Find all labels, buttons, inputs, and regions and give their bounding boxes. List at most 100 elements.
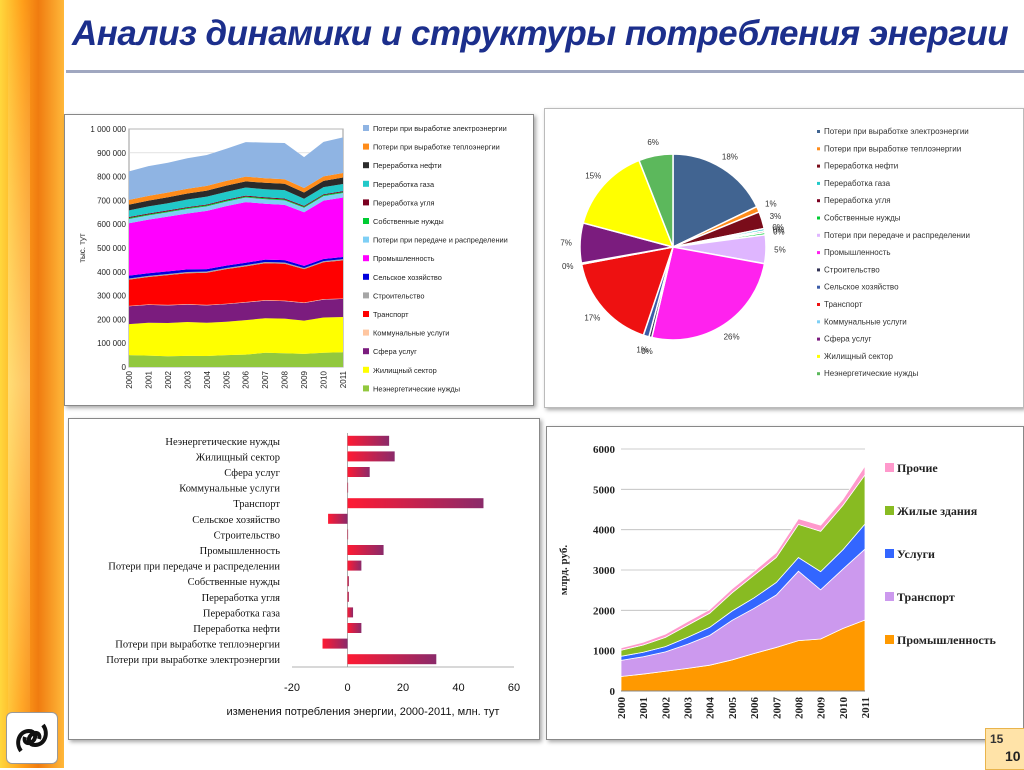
y-tick-label: 1000 <box>593 646 616 658</box>
pie-slice-промышленность <box>650 246 766 341</box>
legend-label: Прочие <box>897 461 938 475</box>
legend-label: Услуги <box>897 547 935 561</box>
y-tick-label: 200 000 <box>97 315 126 324</box>
logo <box>6 712 58 764</box>
bar-переработка-нефти <box>347 623 362 633</box>
y-tick-label: 0 <box>610 686 616 698</box>
category-label: Коммунальные услуги <box>179 484 280 495</box>
legend-label: Жилищный сектор <box>824 352 893 361</box>
pie-slice-неэнергетические-нужды <box>638 153 674 248</box>
legend-swatch <box>817 303 820 306</box>
series-area-потери-при-передаче-и-распределении <box>129 193 343 224</box>
x-tick-label: 2003 <box>183 370 192 388</box>
legend-swatch <box>363 348 369 355</box>
y-tick-label: 800 000 <box>97 173 126 182</box>
x-tick-label: 2011 <box>339 370 348 388</box>
series-area-сельское-хозяйство <box>129 257 343 279</box>
horizontal-bar-chart: Неэнергетические нужды Жилищный сектор Сфе… <box>106 433 520 718</box>
category-label: Собственные нужды <box>188 577 280 588</box>
x-tick-label: 40 <box>452 682 464 694</box>
legend-label: Транспорт <box>897 590 955 604</box>
category-label: Потери при выработке электроэнергии <box>106 655 280 666</box>
legend-label: Жилые здания <box>897 504 978 518</box>
legend-swatch <box>363 255 369 262</box>
page-total: 10 <box>1005 748 1021 764</box>
y-tick-label: 5000 <box>593 484 616 496</box>
category-label: Жилищный сектор <box>196 452 280 463</box>
category-label: Переработка угля <box>202 593 281 604</box>
legend-label: Сельское хозяйство <box>373 273 442 282</box>
category-label: Потери при передаче и распределении <box>108 562 280 573</box>
legend-swatch <box>817 268 820 272</box>
pie-data-label: 0% <box>773 228 785 237</box>
legend-swatch <box>817 337 820 341</box>
bar-сфера-услуг <box>347 467 370 477</box>
y-tick-label: 100 000 <box>97 339 126 348</box>
series-area-потери-при-выработке-теплоэнергии <box>129 173 343 205</box>
x-tick-label: 2005 <box>222 370 231 388</box>
category-label: Сфера услуг <box>224 468 280 479</box>
category-label: Потери при выработке теплоэнергии <box>115 640 280 651</box>
pie-data-label: 6% <box>647 138 659 147</box>
x-tick-label: 2007 <box>771 697 783 720</box>
y-tick-label: 300 000 <box>97 292 126 301</box>
pie-slice-жилищный-сектор <box>582 159 675 249</box>
y-tick-label: 700 000 <box>97 196 126 205</box>
legend-swatch <box>817 285 820 289</box>
legend-swatch <box>363 292 369 299</box>
pie-data-label: 5% <box>774 246 786 255</box>
legend-swatch <box>363 311 369 317</box>
pie-chart: 18%1%3%0%0%0%5%26%0%1%17%0%7%15%6%Потери… <box>560 127 970 378</box>
legend-swatch <box>363 385 369 392</box>
page-number: 15 <box>990 732 1004 746</box>
legend-swatch <box>817 164 820 168</box>
pie-data-label: 7% <box>560 238 572 247</box>
page-number-box <box>985 728 1024 770</box>
legend-label: Неэнергетические нужды <box>373 384 460 393</box>
series-area-транспорт <box>129 260 343 306</box>
legend-swatch <box>817 354 820 358</box>
legend-label: Коммунальные услуги <box>824 317 907 326</box>
legend-label: Транспорт <box>373 310 409 319</box>
x-tick-label: 2002 <box>164 370 173 388</box>
series-area-собственные-нужды <box>129 192 343 219</box>
legend-label: Промышленность <box>373 254 435 263</box>
x-tick-label: 2001 <box>144 370 153 388</box>
y-tick-label: 1 000 000 <box>90 125 126 134</box>
pie-data-label: 0% <box>773 225 785 234</box>
bar-переработка-угля <box>347 591 349 602</box>
legend-swatch <box>817 216 820 220</box>
pie-data-label: 15% <box>585 172 601 181</box>
legend-swatch <box>817 251 820 255</box>
y-tick-label: 600 000 <box>97 220 126 229</box>
legend-swatch <box>817 181 820 185</box>
legend-swatch <box>817 147 820 151</box>
legend-label: Промышленность <box>824 248 891 257</box>
legend-label: Переработка угля <box>824 196 891 205</box>
stacked-area-panel: 0 100 000 200 000 300 000 400 000 500 000 600 … <box>64 114 534 406</box>
x-tick-label: 2010 <box>320 370 329 388</box>
x-tick-label: 2009 <box>300 370 309 388</box>
pie-data-label: 18% <box>722 152 738 161</box>
series-area-прочие <box>620 464 866 651</box>
pie-data-label: 3% <box>770 212 782 221</box>
legend-swatch <box>885 463 894 472</box>
stacked-area-rub-chart: 0 1000 2000 3000 4000 5000 6000 2000 2001 2002 200… <box>558 444 997 720</box>
y-tick-label: 400 000 <box>97 268 126 277</box>
legend-label: Переработка газа <box>373 180 435 189</box>
x-tick-label: 2008 <box>793 697 805 720</box>
bar-жилищный-сектор <box>347 451 395 462</box>
pie-data-label: 26% <box>724 333 740 342</box>
x-tick-label: 2004 <box>203 370 212 388</box>
legend-swatch <box>885 635 894 644</box>
x-tick-label: 2000 <box>616 697 628 720</box>
x-tick-label: 2006 <box>749 697 761 720</box>
series-area-переработка-газа <box>129 183 343 218</box>
x-tick-label: 2005 <box>727 697 739 720</box>
pie-data-label: 17% <box>584 313 600 322</box>
pie-data-label: 1% <box>765 200 777 209</box>
legend-swatch <box>363 329 369 336</box>
legend-label: Сфера услуг <box>373 347 417 356</box>
y-tick-label: 4000 <box>593 525 616 537</box>
x-tick-label: 2004 <box>705 697 717 720</box>
